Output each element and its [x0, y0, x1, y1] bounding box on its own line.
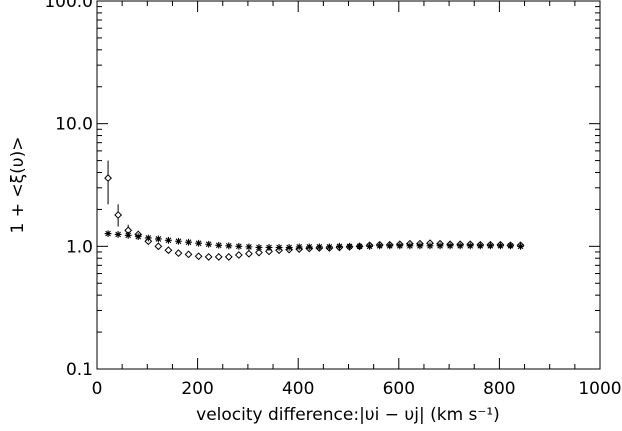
data-point-asterisk [255, 244, 263, 251]
data-point-asterisk [315, 243, 323, 251]
data-point-diamond [164, 246, 173, 255]
data-point-asterisk [175, 237, 182, 245]
data-point-asterisk [275, 244, 283, 251]
data-point-asterisk [134, 233, 142, 241]
x-tick-label-0: 0 [92, 379, 103, 399]
x-tick-label-400: 400 [282, 379, 314, 399]
data-point-diamond [194, 252, 203, 261]
x-tick-label-600: 600 [383, 379, 415, 399]
tick-labels: 0 200 400 600 800 1000 0.1 1.0 10.0 100.0 [44, 0, 621, 399]
data-point-asterisk [124, 231, 132, 239]
data-point-diamond [214, 252, 223, 261]
y-tick-label-0.1: 0.1 [66, 360, 93, 380]
data-point-asterisk [285, 244, 293, 251]
data-point-diamond [204, 252, 213, 261]
data-point-asterisk [366, 242, 374, 250]
data-point-asterisk [205, 240, 213, 248]
data-point-diamond [244, 249, 253, 258]
y-tick-label-10.0: 10.0 [55, 115, 93, 135]
data-point-asterisk [486, 242, 494, 250]
data-point-asterisk [517, 242, 524, 250]
data-point-asterisk [305, 243, 313, 251]
y-tick-label-100.0: 100.0 [44, 0, 93, 12]
data-point-asterisk [356, 242, 363, 250]
data-point-asterisk [165, 236, 172, 244]
data-point-asterisk [436, 242, 444, 250]
data-point-diamond [174, 249, 183, 258]
data-point-asterisk [154, 235, 162, 243]
series-asterisk [104, 230, 524, 251]
ticks [96, 0, 601, 370]
data-point-asterisk [265, 244, 273, 251]
data-point-asterisk [215, 241, 223, 249]
data-point-asterisk [386, 242, 394, 250]
data-point-asterisk [195, 239, 203, 247]
data-point-diamond [184, 250, 193, 259]
data-point-diamond [114, 211, 123, 219]
data-point-asterisk [406, 242, 414, 250]
series-layer [104, 160, 525, 261]
data-point-asterisk [114, 231, 122, 238]
plot-area [96, 0, 601, 370]
data-point-diamond [224, 252, 233, 261]
data-point-diamond [154, 242, 163, 251]
data-point-asterisk [144, 234, 152, 242]
data-point-diamond [104, 174, 112, 183]
data-point-asterisk [446, 242, 454, 250]
data-point-asterisk [416, 242, 424, 250]
data-point-asterisk [235, 242, 243, 250]
x-tick-label-200: 200 [181, 379, 213, 399]
data-point-asterisk [376, 242, 384, 250]
data-point-diamond [234, 251, 243, 259]
data-point-asterisk [295, 243, 303, 251]
data-point-asterisk [507, 242, 514, 250]
x-tick-label-1000: 1000 [578, 379, 621, 399]
data-point-asterisk [456, 242, 464, 250]
data-point-asterisk [225, 242, 233, 250]
data-point-asterisk [346, 242, 353, 250]
data-point-asterisk [104, 230, 112, 237]
y-axis-title: 1 + <ξ(υ)> [8, 137, 28, 234]
x-tick-label-800: 800 [483, 379, 515, 399]
data-point-diamond [255, 248, 263, 257]
data-point-asterisk [466, 242, 474, 250]
data-point-asterisk [396, 242, 404, 250]
data-point-asterisk [325, 243, 333, 251]
data-point-asterisk [426, 242, 434, 250]
data-point-asterisk [185, 238, 192, 246]
data-point-asterisk [245, 243, 253, 251]
data-point-asterisk [476, 242, 484, 250]
data-point-asterisk [336, 242, 343, 250]
data-point-asterisk [497, 242, 504, 250]
x-axis-title: velocity difference:|υi − υj| (km s⁻¹) [196, 405, 500, 425]
y-tick-label-1.0: 1.0 [66, 237, 93, 257]
